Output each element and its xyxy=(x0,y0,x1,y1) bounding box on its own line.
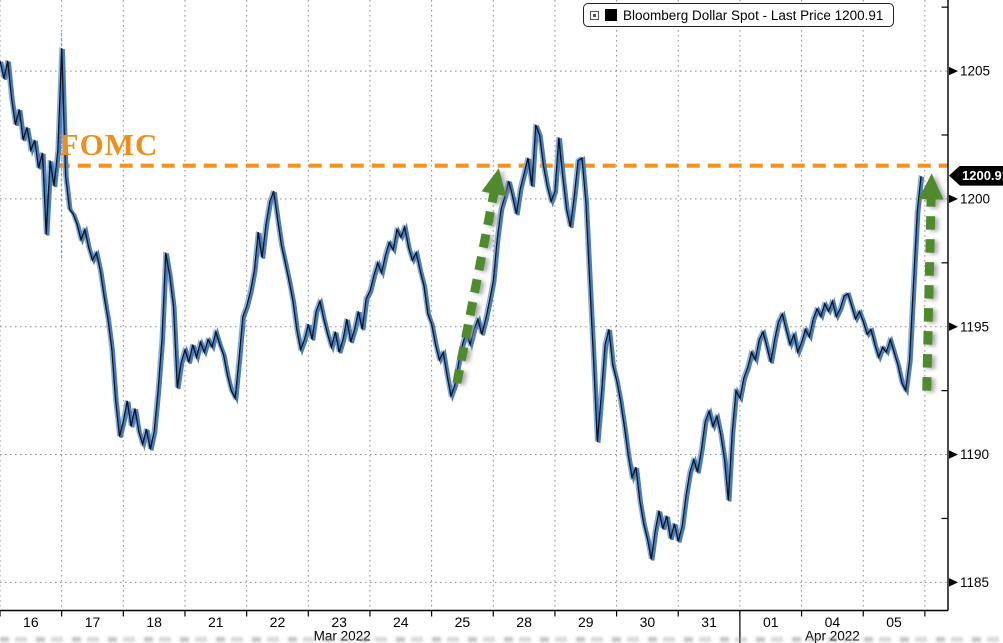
y-tick-label: 1200 xyxy=(960,191,990,206)
y-tick-label: 1205 xyxy=(960,64,990,79)
legend-series-swatch-icon xyxy=(605,9,617,21)
trend-arrow xyxy=(452,168,507,384)
last-price-tag: 1200.91 xyxy=(949,165,1003,186)
x-tick-label: 04 xyxy=(825,614,841,630)
x-tick-label: 30 xyxy=(640,614,656,630)
y-tick-arrow-icon xyxy=(949,194,958,204)
price-line-highlight xyxy=(0,47,921,559)
x-tick-label: 31 xyxy=(701,614,717,630)
trend-arrow xyxy=(918,173,944,391)
trend-arrow-head xyxy=(481,168,507,197)
legend-expand-icon[interactable] xyxy=(590,10,599,20)
y-tick-label: 1195 xyxy=(960,319,989,334)
fomc-annotation-label: FOMC xyxy=(59,126,159,162)
x-month-label: Mar 2022 xyxy=(314,629,371,643)
price-line xyxy=(0,48,922,560)
y-tick-label: 1185 xyxy=(960,575,989,590)
x-month-label: Apr 2022 xyxy=(805,629,860,643)
x-tick-label: 22 xyxy=(270,614,286,630)
x-tick-label: 17 xyxy=(85,614,101,630)
x-tick-label: 05 xyxy=(886,614,902,630)
x-tick-label: 18 xyxy=(146,614,162,630)
trend-arrow-shaft xyxy=(452,186,500,384)
x-tick-label: 21 xyxy=(208,614,224,630)
x-tick-label: 23 xyxy=(331,614,347,630)
clipped-footer-text xyxy=(0,637,1003,642)
x-tick-label: 24 xyxy=(393,614,409,630)
price-line-blue xyxy=(0,48,925,561)
trend-arrow-shaft xyxy=(922,193,936,391)
trend-arrow-head xyxy=(918,173,944,200)
x-tick-label: 28 xyxy=(516,614,532,630)
y-tick-arrow-icon xyxy=(949,322,958,331)
y-tick-arrow-icon xyxy=(949,66,958,76)
x-tick-label: 29 xyxy=(578,614,594,630)
x-tick-label: 25 xyxy=(455,614,471,630)
legend[interactable]: Bloomberg Dollar Spot - Last Price 1200.… xyxy=(583,3,895,27)
x-tick-label: 16 xyxy=(23,614,39,630)
y-tick-arrow-icon xyxy=(949,578,958,587)
y-tick-arrow-icon xyxy=(949,450,958,459)
y-tick-label: 1190 xyxy=(960,447,989,462)
x-tick-label: 01 xyxy=(763,614,779,630)
legend-label: Bloomberg Dollar Spot - Last Price 1200.… xyxy=(623,7,884,23)
